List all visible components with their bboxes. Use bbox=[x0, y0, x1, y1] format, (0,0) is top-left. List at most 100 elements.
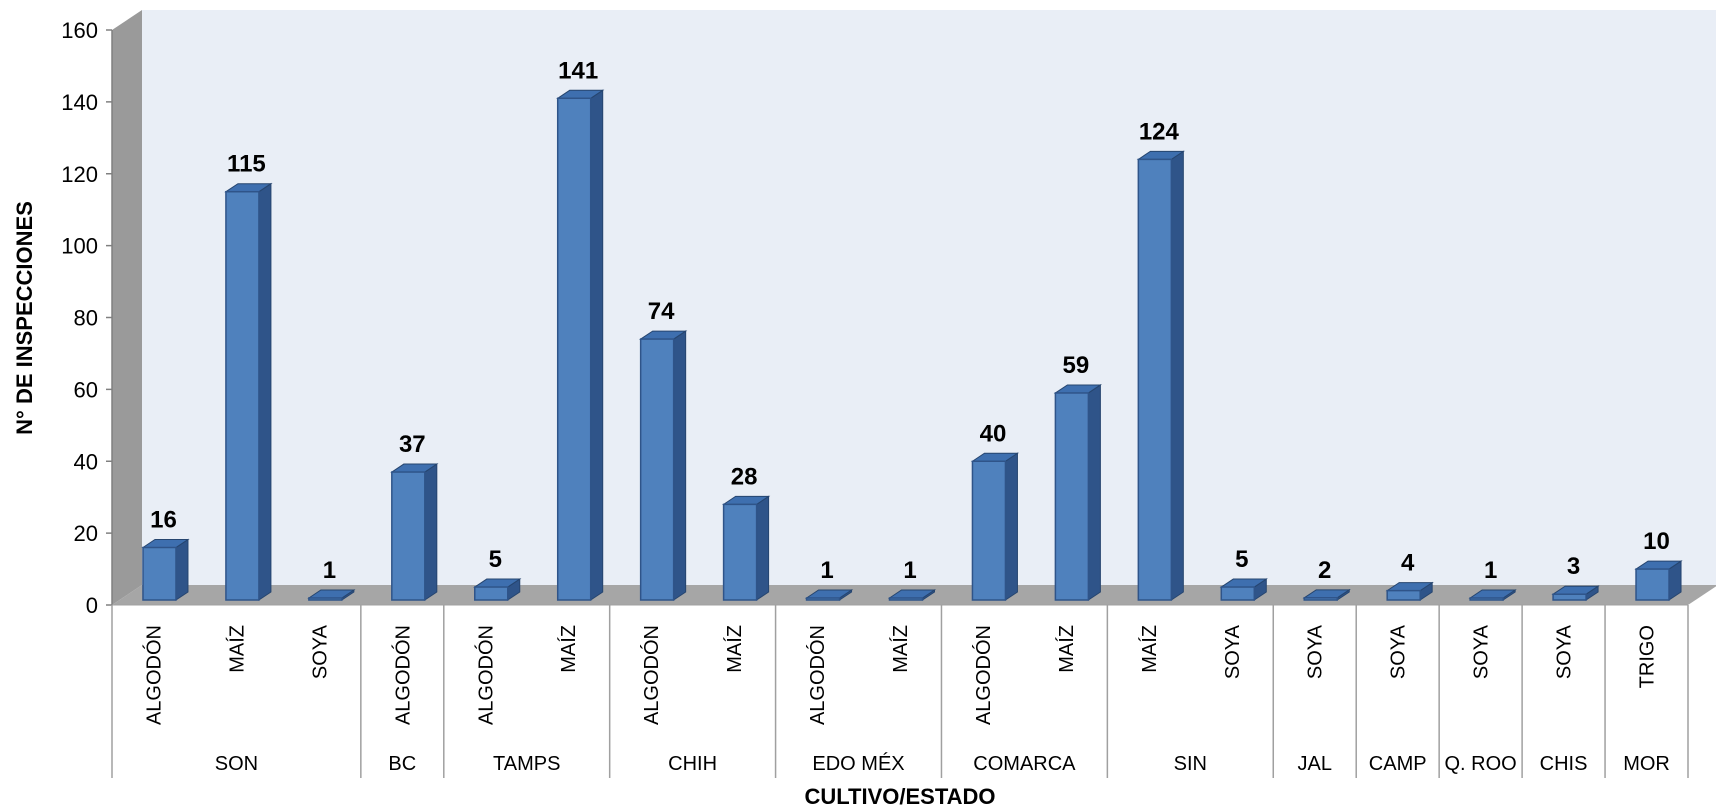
category-label: MAÍZ bbox=[225, 625, 248, 673]
bar-front bbox=[474, 586, 509, 601]
bar bbox=[1634, 560, 1683, 601]
y-tick-label: 160 bbox=[61, 18, 98, 43]
data-label: 1 bbox=[1484, 557, 1497, 584]
bar-side bbox=[590, 89, 604, 601]
bar-side bbox=[673, 330, 687, 601]
y-tick-label: 40 bbox=[74, 449, 98, 474]
bar-front bbox=[142, 546, 177, 601]
bar bbox=[390, 463, 439, 601]
data-label: 124 bbox=[1139, 118, 1180, 145]
x-axis: ALGODÓN MAÍZ SOYA ALGODÓN ALGODÓN MAÍZ ALGODÓN… bbox=[111, 604, 1689, 778]
bar-front bbox=[722, 503, 758, 601]
bar bbox=[1136, 150, 1185, 601]
bars: 16 115 1 37 5 141 74 28 1 1 40 59 124 5 2 4 1 3 10 bbox=[141, 57, 1683, 601]
bar bbox=[721, 495, 771, 601]
bar-side bbox=[1170, 150, 1184, 601]
data-label: 1 bbox=[323, 557, 336, 584]
data-label: 5 bbox=[1235, 546, 1248, 573]
bar bbox=[224, 182, 273, 601]
bar bbox=[1219, 578, 1268, 601]
bar bbox=[1385, 581, 1434, 601]
category-label: SOYA bbox=[1554, 624, 1576, 679]
category-label: ALGODÓN bbox=[391, 625, 414, 725]
group-label: EDO MÉX bbox=[812, 752, 904, 775]
bar-front bbox=[391, 471, 426, 601]
bar bbox=[639, 330, 688, 601]
y-tick-label: 140 bbox=[61, 90, 98, 115]
x-axis-title: CULTIVO/ESTADO bbox=[804, 784, 995, 809]
bar-front bbox=[1220, 586, 1256, 601]
bar-front bbox=[888, 597, 924, 601]
bar-front bbox=[556, 97, 592, 601]
bar-front bbox=[1386, 589, 1421, 601]
data-label: 1 bbox=[903, 557, 916, 584]
data-label: 74 bbox=[648, 298, 675, 325]
data-label: 16 bbox=[150, 507, 177, 534]
y-axis: 0 20 40 60 80 100 120 140 160 bbox=[61, 18, 113, 618]
category-label: SOYA bbox=[1471, 624, 1493, 679]
category-label: MAÍZ bbox=[557, 625, 580, 673]
back-wall bbox=[142, 10, 1716, 585]
data-label: 37 bbox=[399, 431, 426, 458]
group-label: Q. ROO bbox=[1445, 753, 1517, 775]
bar-front bbox=[1054, 392, 1090, 601]
bar-front bbox=[639, 338, 675, 601]
y-tick-label: 120 bbox=[61, 162, 98, 187]
bar-front bbox=[1137, 158, 1173, 601]
data-label: 5 bbox=[489, 546, 502, 573]
bar bbox=[804, 589, 854, 601]
y-tick-label: 60 bbox=[74, 377, 98, 402]
bar bbox=[473, 578, 522, 601]
bar-front bbox=[1635, 568, 1670, 601]
bar-side bbox=[424, 463, 438, 601]
category-label: ALGODÓN bbox=[806, 625, 829, 725]
bar bbox=[1302, 588, 1351, 601]
group-label: BC bbox=[388, 753, 416, 775]
data-label: 2 bbox=[1318, 557, 1331, 584]
group-label: COMARCA bbox=[973, 753, 1076, 775]
category-label: ALGODÓN bbox=[640, 625, 663, 725]
bar-side bbox=[1087, 384, 1101, 601]
bar-side bbox=[756, 495, 770, 601]
bar-front bbox=[805, 597, 841, 601]
bar bbox=[307, 589, 356, 601]
data-label: 4 bbox=[1401, 550, 1415, 577]
bar bbox=[970, 452, 1020, 601]
group-label: TAMPS bbox=[493, 753, 560, 775]
bar-side bbox=[175, 538, 189, 601]
y-axis-title: N° DE INSPECCIONES bbox=[12, 201, 37, 435]
group-label: MOR bbox=[1623, 753, 1670, 775]
group-label: SIN bbox=[1174, 753, 1207, 775]
bar-front bbox=[308, 597, 343, 601]
bar-front bbox=[1469, 597, 1504, 601]
chart-walls bbox=[112, 10, 1716, 605]
bar bbox=[556, 89, 605, 601]
category-label: ALGODÓN bbox=[142, 625, 165, 725]
data-label: 141 bbox=[558, 57, 598, 84]
y-tick-label: 0 bbox=[86, 593, 98, 618]
bar-front bbox=[1552, 593, 1587, 601]
category-label: SOYA bbox=[1305, 624, 1327, 679]
category-label: ALGODÓN bbox=[972, 625, 995, 725]
bar-front bbox=[1303, 597, 1338, 601]
category-label: ALGODÓN bbox=[474, 625, 497, 725]
data-label: 40 bbox=[980, 420, 1007, 447]
group-label: JAL bbox=[1298, 753, 1332, 775]
bar bbox=[1551, 585, 1600, 601]
group-label: CAMP bbox=[1369, 753, 1427, 775]
group-label: SON bbox=[215, 753, 258, 775]
category-label: SOYA bbox=[309, 624, 331, 679]
bar bbox=[1053, 384, 1103, 601]
category-label: MAÍZ bbox=[723, 625, 746, 673]
category-label: MAÍZ bbox=[1138, 625, 1161, 673]
data-label: 115 bbox=[227, 151, 266, 178]
y-tick-label: 20 bbox=[74, 521, 98, 546]
y-tick-label: 80 bbox=[74, 306, 98, 331]
category-label: SOYA bbox=[1388, 624, 1410, 679]
bar bbox=[141, 538, 190, 601]
bar-side bbox=[258, 182, 272, 601]
data-label: 59 bbox=[1063, 352, 1090, 379]
bar bbox=[887, 589, 937, 601]
category-label: MAÍZ bbox=[1055, 625, 1078, 673]
